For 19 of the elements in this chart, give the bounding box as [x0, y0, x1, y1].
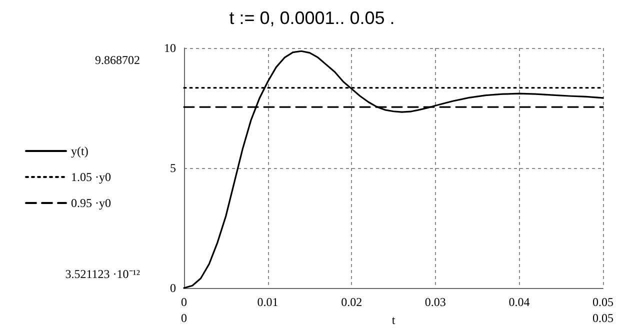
text: 3.521123 ·10⁻¹²	[65, 267, 140, 281]
x-tick-label: 0.02	[341, 295, 362, 309]
x-tick-label: 0.04	[508, 295, 530, 309]
text: 0	[181, 311, 187, 325]
text: 0.05	[592, 311, 614, 325]
legend-label: 1.05 ·y0	[71, 170, 111, 184]
x-tick-label: 0.01	[257, 295, 278, 309]
y-tick-label: 0	[170, 281, 176, 295]
y-tick-label: 10	[164, 41, 176, 55]
chart-title: t := 0, 0.0001.. 0.05 .	[229, 8, 395, 28]
x-tick-label: 0.03	[424, 295, 446, 309]
legend-label: 0.95 ·y0	[71, 196, 111, 210]
x-tick-label: 0	[181, 295, 187, 309]
x-tick-label: 0.05	[592, 295, 614, 309]
legend-label: y(t)	[71, 144, 88, 158]
text: 9.868702	[95, 53, 140, 67]
line-series	[183, 50, 604, 289]
y-tick-label: 5	[170, 161, 176, 175]
x-axis-title: t	[392, 313, 396, 327]
